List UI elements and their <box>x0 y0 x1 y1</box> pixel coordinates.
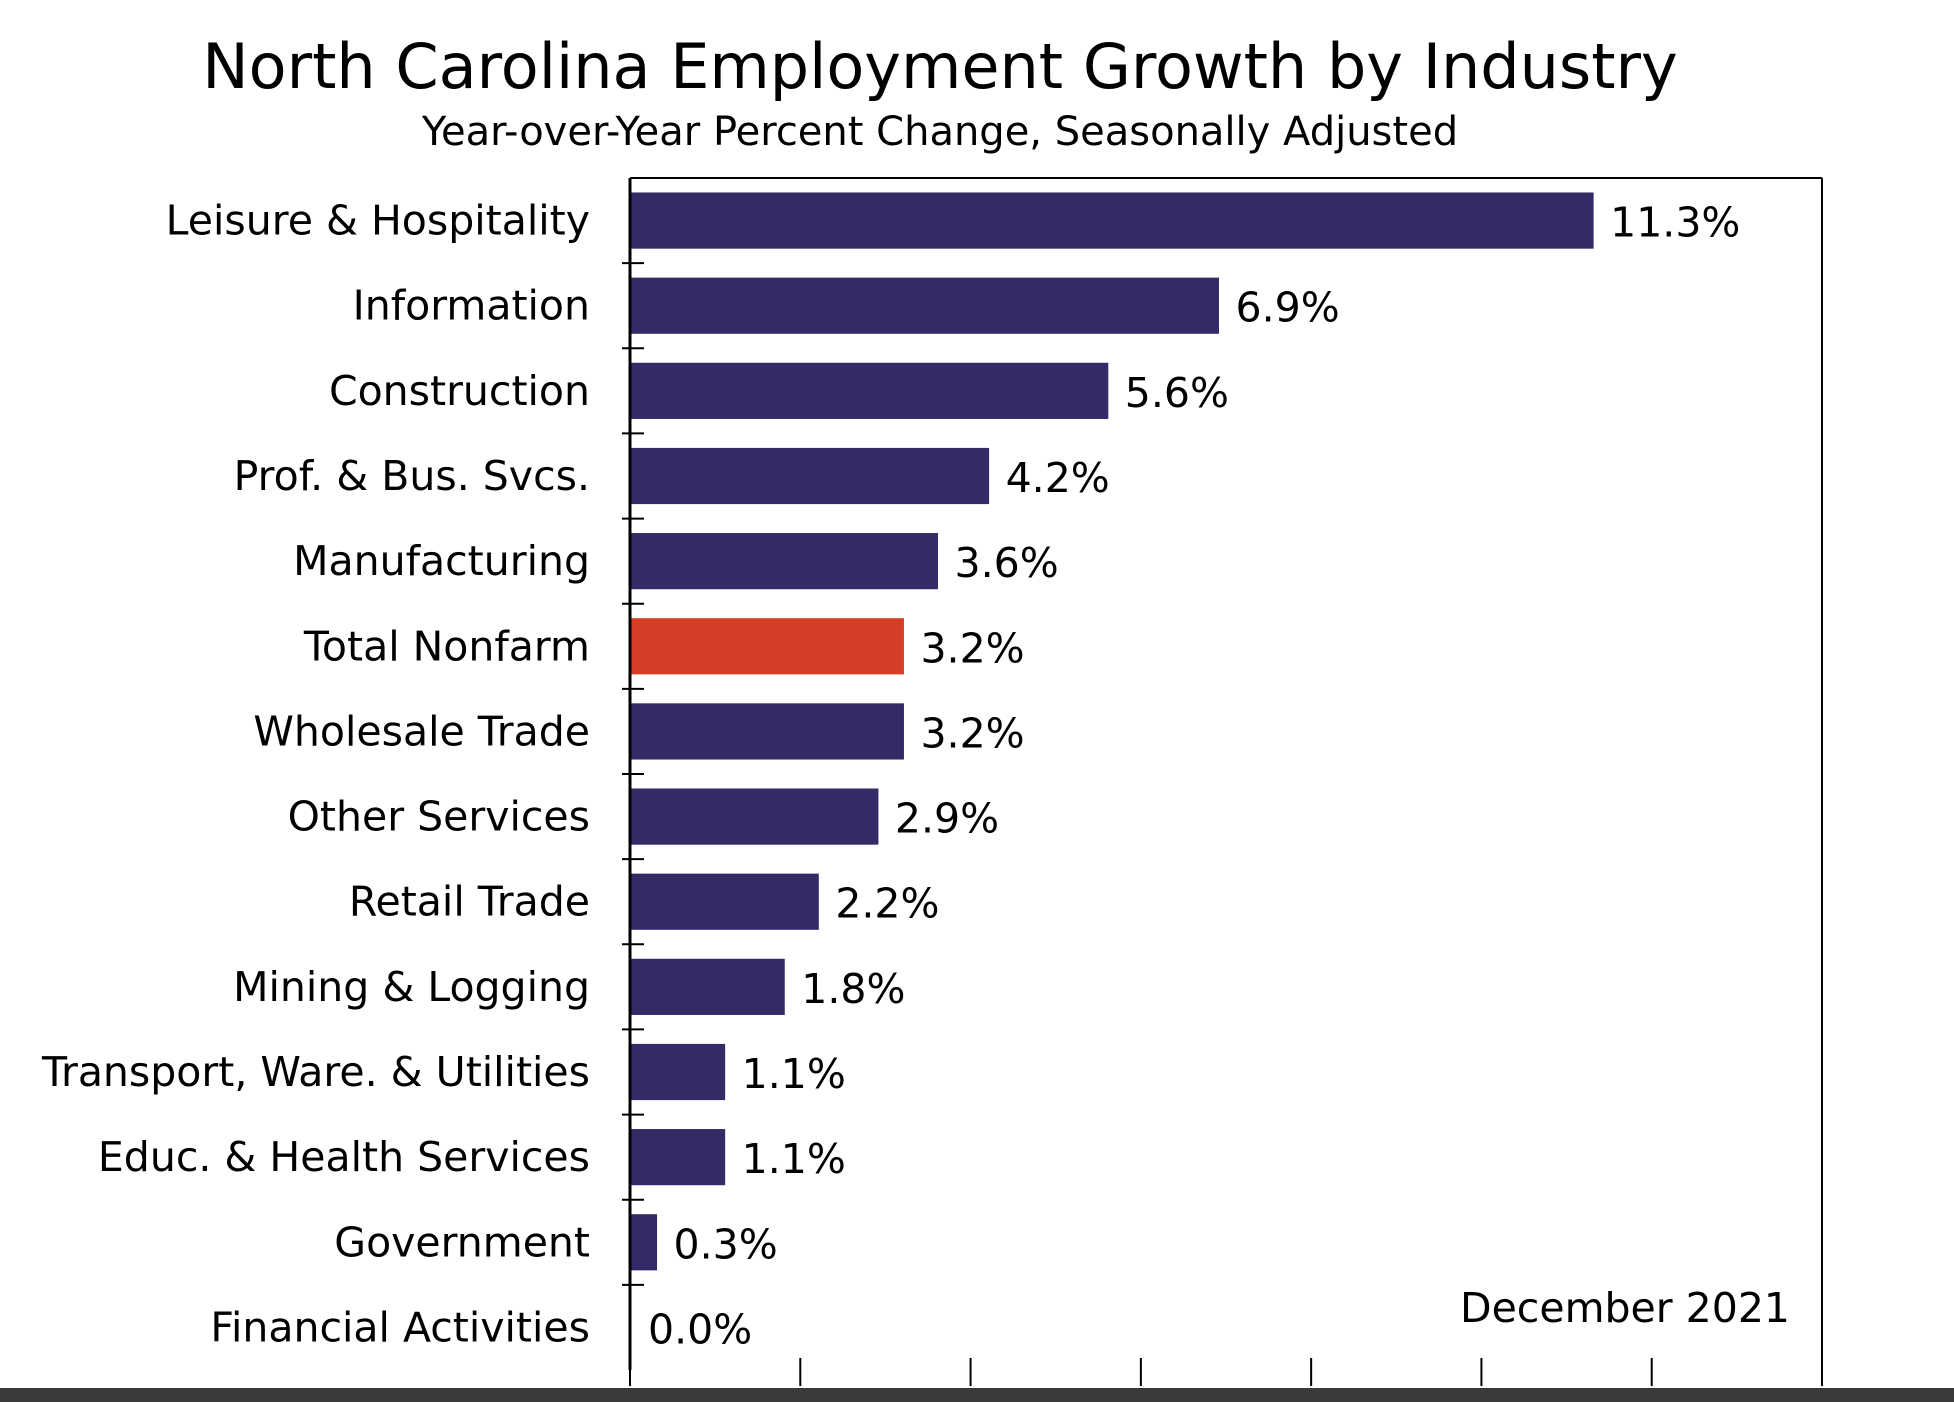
value-label-13: 0.0% <box>648 1305 752 1353</box>
bar-12 <box>631 1214 658 1271</box>
category-label-7: Other Services <box>288 793 590 841</box>
value-label-9: 1.8% <box>801 965 905 1013</box>
plot-area: Leisure & Hospitality 11.3% Information 6.9… <box>41 177 1823 1386</box>
value-label-1: 6.9% <box>1235 284 1339 332</box>
category-label-13: Financial Activities <box>210 1303 590 1351</box>
bottom-bar <box>0 1388 1954 1402</box>
value-label-7: 2.9% <box>895 795 999 843</box>
category-label-6: Wholesale Trade <box>253 707 590 755</box>
bar-9 <box>631 958 785 1015</box>
category-label-9: Mining & Logging <box>233 963 590 1011</box>
bar-5 <box>631 618 904 675</box>
bar-3 <box>631 447 990 505</box>
value-label-2: 5.6% <box>1125 369 1229 417</box>
bar-7 <box>631 788 879 845</box>
value-label-6: 3.2% <box>920 709 1024 757</box>
bar-1 <box>631 277 1219 334</box>
category-label-3: Prof. & Bus. Svcs. <box>234 452 590 500</box>
category-label-12: Government <box>334 1218 590 1266</box>
bar-4 <box>631 533 939 590</box>
bar-0 <box>631 192 1594 249</box>
value-label-4: 3.6% <box>955 539 1059 587</box>
value-label-10: 1.1% <box>742 1050 846 1098</box>
bar-8 <box>631 873 819 930</box>
category-label-2: Construction <box>329 367 590 415</box>
chart-subtitle: Year-over-Year Percent Change, Seasonall… <box>421 109 1458 155</box>
category-label-8: Retail Trade <box>349 878 590 926</box>
value-label-8: 2.2% <box>835 880 939 928</box>
value-label-0: 11.3% <box>1610 199 1740 247</box>
bar-10 <box>631 1043 726 1101</box>
category-label-10: Transport, Ware. & Utilities <box>41 1048 590 1096</box>
value-label-12: 0.3% <box>674 1220 778 1268</box>
category-label-11: Educ. & Health Services <box>98 1133 590 1181</box>
value-label-5: 3.2% <box>920 624 1024 672</box>
category-label-4: Manufacturing <box>293 537 590 585</box>
date-annotation: December 2021 <box>1460 1284 1790 1332</box>
bar-2 <box>631 362 1109 419</box>
bar-11 <box>631 1129 726 1186</box>
chart-title: North Carolina Employment Growth by Indu… <box>202 30 1677 103</box>
category-label-5: Total Nonfarm <box>303 622 590 670</box>
value-label-11: 1.1% <box>742 1135 846 1183</box>
bar-6 <box>631 703 904 760</box>
category-label-1: Information <box>353 282 590 330</box>
value-label-3: 4.2% <box>1006 454 1110 502</box>
category-label-0: Leisure & Hospitality <box>166 197 590 245</box>
